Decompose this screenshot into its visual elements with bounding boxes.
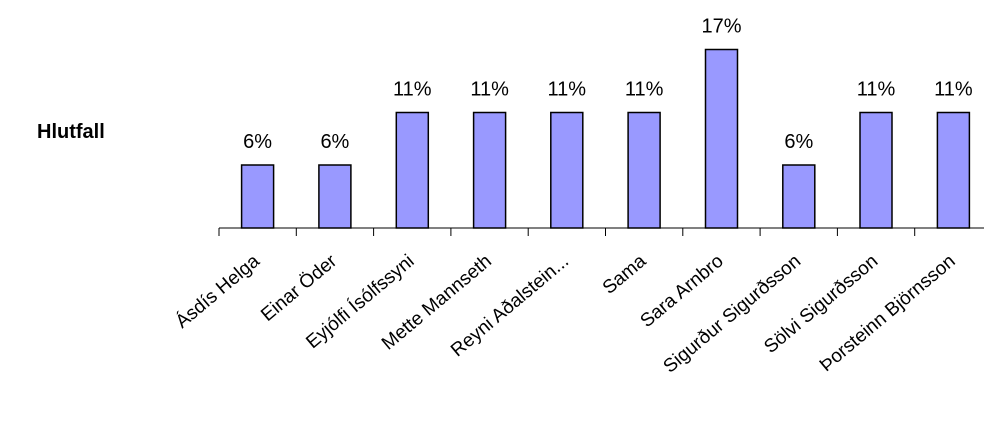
bar — [859, 111, 893, 229]
bar — [782, 164, 816, 229]
data-label: 6% — [243, 131, 272, 153]
x-tick-label: Þorsteinn Björnsson — [816, 251, 960, 376]
bar — [936, 111, 971, 229]
bar — [318, 164, 352, 229]
data-label: 17% — [701, 16, 741, 38]
series-label: Hlutfall — [37, 121, 105, 143]
bar — [704, 48, 739, 229]
data-label: 11% — [934, 79, 973, 101]
bar — [550, 111, 584, 229]
bar — [240, 164, 275, 229]
x-tick-label: Sama — [599, 250, 651, 298]
data-label: 11% — [548, 79, 587, 101]
x-tick-label: Ásdís Helga — [172, 250, 264, 332]
x-tick-label: Sigurður Sigurðsson — [660, 251, 805, 378]
bar — [472, 111, 507, 229]
bar — [627, 111, 661, 229]
data-label: 11% — [393, 79, 432, 101]
data-label: 6% — [784, 131, 813, 153]
bar — [395, 111, 430, 229]
data-label: 6% — [320, 131, 349, 153]
data-label: 11% — [625, 79, 664, 101]
data-label: 11% — [857, 79, 896, 101]
data-label: 11% — [470, 79, 509, 101]
